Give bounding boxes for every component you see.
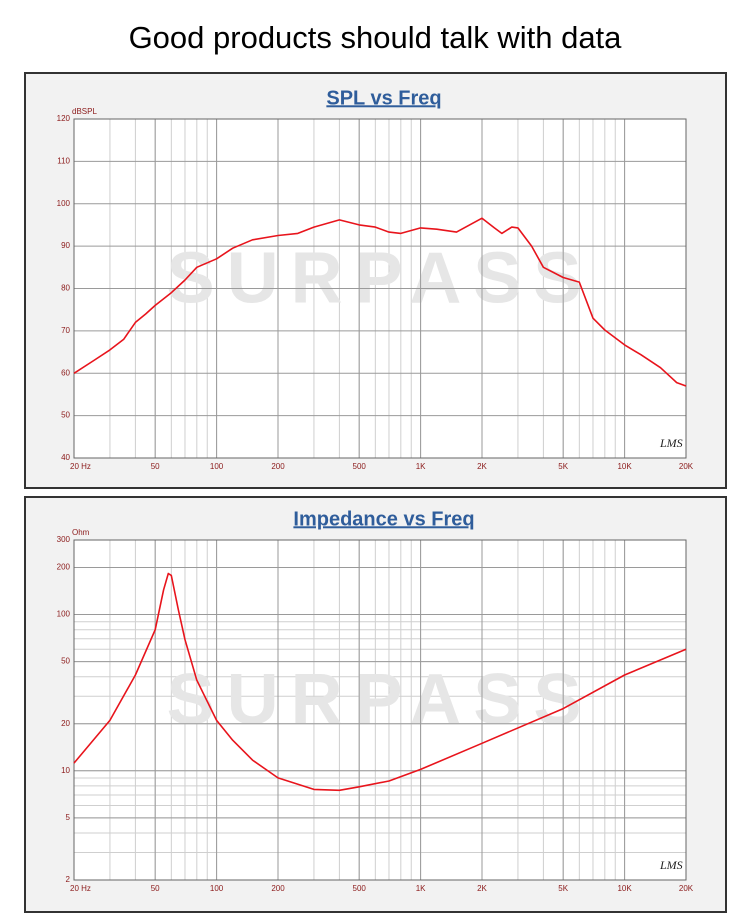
- chart-title: SPL vs Freq: [326, 87, 441, 109]
- y-axis-label: Ohm: [72, 528, 90, 537]
- y-tick-label: 40: [61, 453, 70, 462]
- x-tick-label: 10K: [617, 462, 632, 471]
- y-axis-label: dBSPL: [72, 107, 97, 116]
- y-tick-label: 100: [57, 199, 71, 208]
- x-tick-label: 200: [271, 462, 285, 471]
- y-tick-label: 60: [61, 368, 70, 377]
- x-tick-label: 10K: [617, 884, 632, 893]
- y-tick-label: 200: [57, 563, 71, 572]
- y-tick-label: 110: [57, 156, 70, 165]
- x-tick-label: 1K: [416, 462, 426, 471]
- x-tick-label: 100: [210, 462, 224, 471]
- x-tick-label: 5K: [558, 462, 568, 471]
- y-tick-label: 50: [61, 411, 70, 420]
- y-tick-label: 120: [57, 114, 71, 123]
- chart-title: Impedance vs Freq: [293, 508, 474, 530]
- x-tick-label: 20K: [679, 462, 694, 471]
- plot-frame: [73, 118, 687, 459]
- watermark: SURPASS: [167, 239, 594, 319]
- x-tick-label: 20K: [679, 884, 694, 893]
- x-tick-label: 5K: [558, 884, 568, 893]
- y-tick-label: 50: [61, 657, 70, 666]
- watermark: SURPASS: [167, 660, 594, 740]
- x-tick-label: 500: [353, 884, 367, 893]
- x-tick-label: 2K: [477, 884, 487, 893]
- data-line: [73, 572, 687, 792]
- x-tick-label: 20 Hz: [70, 884, 91, 893]
- y-tick-label: 90: [61, 241, 70, 250]
- y-tick-label: 5: [66, 813, 71, 822]
- x-tick-label: 50: [151, 462, 160, 471]
- x-tick-label: 1K: [416, 884, 426, 893]
- x-tick-label: 200: [271, 884, 285, 893]
- y-tick-label: 70: [61, 326, 70, 335]
- x-tick-label: 50: [151, 884, 160, 893]
- logo: LMS: [659, 858, 683, 872]
- logo: LMS: [659, 436, 683, 450]
- y-tick-label: 10: [61, 766, 70, 775]
- y-tick-label: 80: [61, 284, 70, 293]
- x-tick-label: 2K: [477, 462, 487, 471]
- y-tick-label: 20: [61, 719, 70, 728]
- x-tick-label: 20 Hz: [70, 462, 91, 471]
- page-title: Good products should talk with data: [129, 20, 623, 55]
- data-line: [73, 217, 687, 387]
- y-tick-label: 100: [57, 610, 71, 619]
- x-tick-label: 500: [353, 462, 367, 471]
- plot-frame: [73, 539, 687, 881]
- x-tick-label: 100: [210, 884, 224, 893]
- y-tick-label: 2: [66, 875, 71, 884]
- y-tick-label: 300: [57, 535, 71, 544]
